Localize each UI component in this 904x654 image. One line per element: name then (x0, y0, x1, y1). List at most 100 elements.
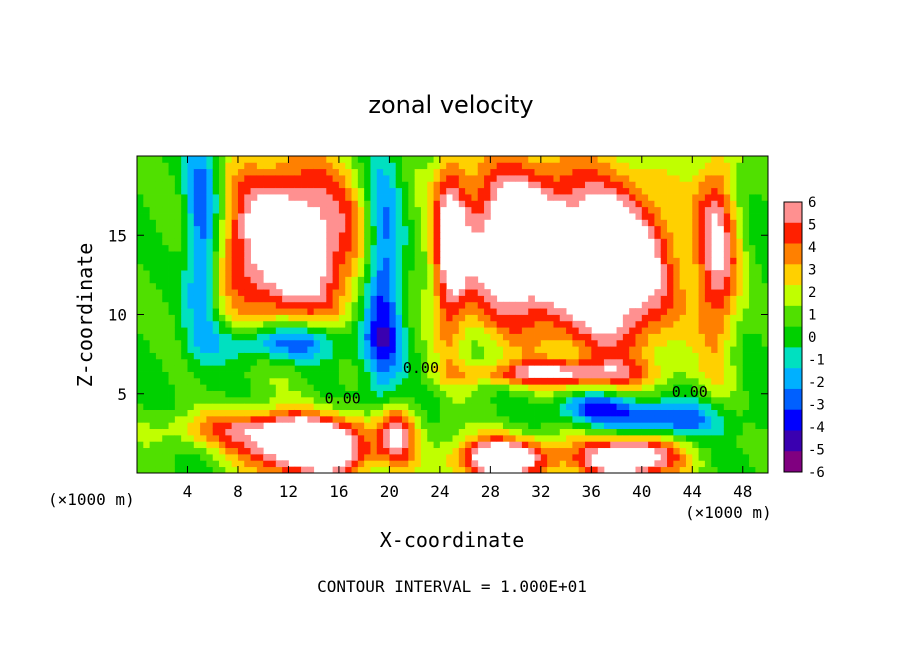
heatmap-cell (458, 453, 466, 461)
heatmap-cell (484, 200, 491, 208)
heatmap-cell (351, 270, 359, 277)
heatmap-cell (168, 447, 176, 455)
heatmap-cell (389, 460, 397, 468)
heatmap-cell (698, 276, 706, 284)
heatmap-cell (515, 175, 523, 182)
heatmap-cell (256, 327, 264, 334)
heatmap-cell (263, 181, 270, 189)
heatmap-cell (376, 282, 384, 290)
heatmap-cell (414, 453, 422, 461)
heatmap-cell (376, 441, 384, 449)
heatmap-cell (168, 282, 176, 290)
heatmap-cell (149, 181, 157, 189)
heatmap-cell (704, 409, 712, 417)
heatmap-cell (629, 422, 636, 430)
heatmap-cell (200, 422, 207, 430)
heatmap-cell (345, 422, 352, 430)
heatmap-cell (319, 276, 327, 284)
heatmap-cell (484, 384, 491, 391)
heatmap-cell (496, 301, 504, 309)
heatmap-cell (200, 384, 207, 391)
heatmap-cell (433, 358, 441, 366)
heatmap-cell (338, 403, 346, 410)
heatmap-cell (162, 352, 169, 360)
heatmap-cell (351, 327, 359, 334)
heatmap-cell (402, 403, 409, 410)
heatmap-cell (174, 181, 182, 189)
heatmap-cell (370, 358, 378, 366)
heatmap-cell (496, 377, 504, 385)
heatmap-cell (427, 377, 434, 385)
heatmap-cell (591, 466, 599, 474)
heatmap-cell (654, 333, 662, 341)
heatmap-cell (667, 453, 674, 461)
heatmap-cell (244, 175, 251, 182)
heatmap-cell (679, 422, 687, 430)
heatmap-cell (591, 162, 599, 170)
heatmap-cell (578, 441, 586, 449)
heatmap-cell (566, 434, 573, 442)
heatmap-cell (502, 371, 510, 379)
heatmap-cell (345, 415, 352, 423)
heatmap-cell (679, 327, 687, 334)
heatmap-cell (149, 415, 157, 423)
heatmap-cell (237, 403, 245, 410)
heatmap-cell (155, 466, 163, 474)
heatmap-cell (326, 352, 334, 360)
heatmap-cell (244, 238, 251, 246)
heatmap-cell (629, 187, 636, 195)
heatmap-cell (187, 194, 195, 201)
heatmap-cell (395, 346, 403, 353)
heatmap-cell (566, 409, 573, 417)
heatmap-cell (338, 162, 346, 170)
heatmap-cell (755, 175, 763, 182)
heatmap-cell (345, 181, 352, 189)
heatmap-cell (704, 187, 712, 195)
heatmap-cell (149, 238, 157, 246)
heatmap-cell (635, 409, 643, 417)
heatmap-cell (654, 162, 662, 170)
heatmap-cell (155, 352, 163, 360)
heatmap-cell (730, 396, 737, 404)
colorbar-swatch (784, 451, 802, 473)
heatmap-cell (521, 441, 529, 449)
heatmap-cell (635, 213, 643, 220)
heatmap-cell (225, 314, 233, 322)
heatmap-cell (660, 453, 668, 461)
heatmap-cell (200, 187, 207, 195)
heatmap-cell (402, 282, 409, 290)
heatmap-cell (528, 295, 535, 303)
heatmap-cell (597, 187, 605, 195)
heatmap-cell (761, 415, 769, 423)
heatmap-cell (231, 320, 239, 328)
heatmap-cell (439, 453, 447, 461)
heatmap-cell (673, 441, 681, 449)
heatmap-cell (528, 428, 535, 436)
heatmap-cell (553, 434, 561, 442)
heatmap-cell (282, 181, 289, 189)
heatmap-cell (616, 358, 624, 366)
heatmap-cell (376, 422, 384, 430)
heatmap-cell (275, 352, 283, 360)
heatmap-cell (711, 282, 718, 290)
heatmap-cell (414, 314, 422, 322)
heatmap-cell (629, 206, 636, 214)
heatmap-cell (685, 232, 693, 239)
heatmap-cell (585, 358, 592, 366)
heatmap-cell (414, 358, 422, 366)
heatmap-cell (395, 403, 403, 410)
heatmap-cell (269, 327, 277, 334)
heatmap-cell (193, 314, 201, 322)
heatmap-cell (755, 390, 763, 398)
heatmap-cell (660, 194, 668, 201)
heatmap-cell (155, 213, 163, 220)
heatmap-cell (679, 244, 687, 252)
heatmap-cell (332, 257, 340, 265)
heatmap-cell (269, 365, 277, 372)
heatmap-cell (389, 270, 397, 277)
heatmap-cell (155, 447, 163, 455)
heatmap-cell (351, 187, 359, 195)
heatmap-cell (761, 314, 769, 322)
heatmap-cell (301, 194, 308, 201)
heatmap-cell (187, 460, 195, 468)
